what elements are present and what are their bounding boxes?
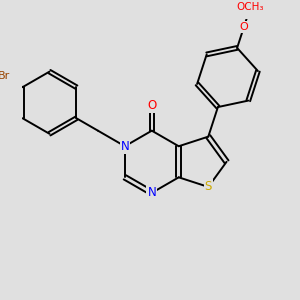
Text: N: N (147, 186, 156, 200)
Text: N: N (121, 140, 129, 153)
Text: S: S (205, 180, 212, 194)
Text: Br: Br (0, 71, 10, 81)
Text: O: O (147, 99, 156, 112)
Text: O: O (240, 22, 248, 32)
Text: OCH₃: OCH₃ (236, 2, 264, 12)
